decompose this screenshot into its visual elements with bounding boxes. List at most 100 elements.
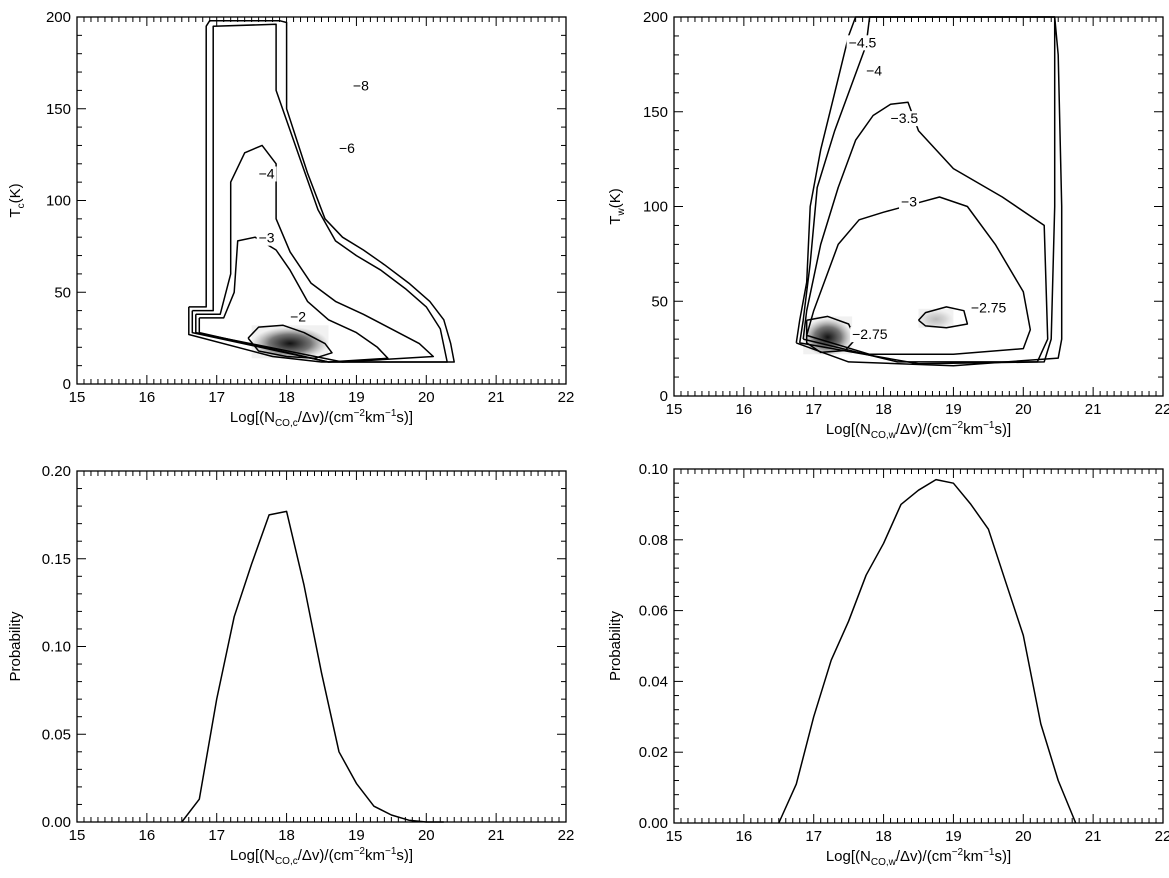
y-tick-label: 0	[63, 376, 71, 393]
x-tick-label: 22	[558, 827, 575, 844]
panel-bottom-right: 15 16 17 18 19 20 21 22 0.00 0.02 0.04 0.06 0.08 0.10…	[607, 461, 1169, 868]
x-tick-label: 15	[666, 828, 683, 845]
y-tick-label: 0.10	[639, 461, 668, 478]
contour-label: −6	[339, 140, 355, 156]
contour-label: −2	[290, 309, 306, 325]
y-tick-label: 0.00	[42, 814, 71, 831]
y-tick-label: 50	[54, 284, 71, 301]
x-tick-label: 19	[945, 401, 962, 418]
panel-bottom-left: 15 16 17 18 19 20 21 22 0.00 0.05 0.10 0.15 0.20 Log[…	[7, 463, 574, 867]
contour-label-bg	[846, 35, 883, 51]
contour-label-bg	[850, 327, 895, 343]
x-tick-label: 22	[1155, 401, 1169, 418]
x-tick-label: 20	[418, 827, 435, 844]
contour-label-bg	[256, 230, 277, 246]
probability-curve	[181, 510, 444, 823]
density-patch	[918, 308, 954, 328]
plot-frame	[76, 470, 567, 823]
y-tick-label: 0	[660, 388, 668, 405]
contour-label: −4	[866, 63, 882, 79]
x-tick-label: 21	[1085, 401, 1102, 418]
y-tick-label: 100	[46, 193, 71, 210]
x-tick-label: 22	[1155, 828, 1169, 845]
x-tick-label: 18	[278, 827, 295, 844]
x-tick-label: 17	[208, 389, 225, 406]
y-tick-label: 200	[46, 9, 71, 26]
x-tick-label: 21	[488, 389, 505, 406]
x-tick-label: 16	[736, 828, 753, 845]
x-tick-label: 17	[805, 401, 822, 418]
contour-line	[917, 306, 969, 329]
contour-line	[191, 23, 448, 363]
contour-line	[798, 16, 1056, 365]
plot-frame	[673, 468, 1164, 824]
contour-label: −8	[353, 77, 369, 93]
y-axis-title: Tw(K)	[607, 188, 627, 224]
y-tick-label: 0.08	[639, 532, 668, 549]
contour-label: −2.75	[852, 326, 888, 342]
y-tick-label: 150	[46, 101, 71, 118]
contour-line	[195, 144, 435, 363]
contour-label-bg	[968, 300, 1013, 316]
x-tick-label: 22	[558, 389, 575, 406]
x-tick-label: 16	[139, 827, 156, 844]
contour-label-bg	[256, 166, 277, 182]
x-axis-title: Log[(NCO,c/Δv)/(cm−2km−1s)]	[230, 846, 413, 867]
y-tick-label: 50	[651, 293, 668, 310]
contour-line	[805, 196, 1032, 356]
x-tick-label: 20	[1015, 828, 1032, 845]
x-tick-label: 19	[348, 389, 365, 406]
x-tick-label: 20	[1015, 401, 1032, 418]
contour-label-bg	[888, 111, 925, 127]
x-axis-title: Log[(NCO,w/Δv)/(cm−2km−1s)]	[826, 420, 1011, 441]
contour-label-bg	[350, 78, 371, 94]
x-axis-title: Log[(NCO,c/Δv)/(cm−2km−1s)]	[230, 408, 413, 429]
y-axis-title: Probability	[607, 610, 624, 681]
y-tick-label: 0.06	[639, 603, 668, 620]
x-tick-label: 21	[488, 827, 505, 844]
x-tick-label: 17	[208, 827, 225, 844]
y-tick-label: 0.05	[42, 726, 71, 743]
contour-label-bg	[288, 309, 309, 325]
panel-top-right: −4.5 −4 −3.5 −3 −2.75 −2.75 15 16 17 18 19 20 21 22 0 5…	[607, 9, 1169, 441]
x-axis-title: Log[(NCO,w/Δv)/(cm−2km−1s)]	[826, 847, 1011, 868]
y-tick-label: 200	[643, 9, 668, 26]
probability-curve	[778, 478, 1077, 824]
contour-line	[805, 315, 857, 354]
x-tick-label: 18	[278, 389, 295, 406]
contour-label-bg	[336, 140, 357, 156]
contour-line	[188, 19, 455, 363]
y-tick-label: 0.02	[639, 744, 668, 761]
y-tick-label: 150	[643, 104, 668, 121]
x-tick-label: 18	[875, 401, 892, 418]
contour-label-bg	[864, 63, 885, 79]
y-tick-label: 0.20	[42, 463, 71, 480]
contour-line	[247, 324, 333, 360]
contour-label: −4.5	[849, 34, 877, 50]
y-axis-title: Probability	[7, 611, 24, 682]
contour-label: −4	[259, 165, 275, 181]
contour-label: −3	[259, 230, 275, 246]
contour-label: −2.75	[971, 300, 1007, 316]
y-tick-label: 0.00	[639, 815, 668, 832]
x-tick-label: 20	[418, 389, 435, 406]
x-tick-label: 15	[69, 827, 86, 844]
y-tick-label: 100	[643, 199, 668, 216]
x-tick-label: 16	[736, 401, 753, 418]
y-tick-label: 0.04	[639, 673, 668, 690]
x-tick-label: 15	[69, 389, 86, 406]
x-tick-label: 18	[875, 828, 892, 845]
x-tick-label: 19	[945, 828, 962, 845]
y-tick-label: 0.15	[42, 551, 71, 568]
panel-top-left: −8 −6 −4 −3 −2 15 16 17 18 19 20 21 22 0 50 100 150 200 Lo…	[7, 9, 574, 429]
contour-label: −3	[901, 194, 917, 210]
contour-label-bg	[899, 194, 920, 210]
y-axis-title: Tc(K)	[7, 183, 27, 217]
x-tick-label: 19	[348, 827, 365, 844]
x-tick-label: 17	[805, 828, 822, 845]
contour-line	[198, 236, 389, 363]
y-tick-label: 0.10	[42, 639, 71, 656]
x-tick-label: 21	[1085, 828, 1102, 845]
contour-label: −3.5	[891, 110, 919, 126]
